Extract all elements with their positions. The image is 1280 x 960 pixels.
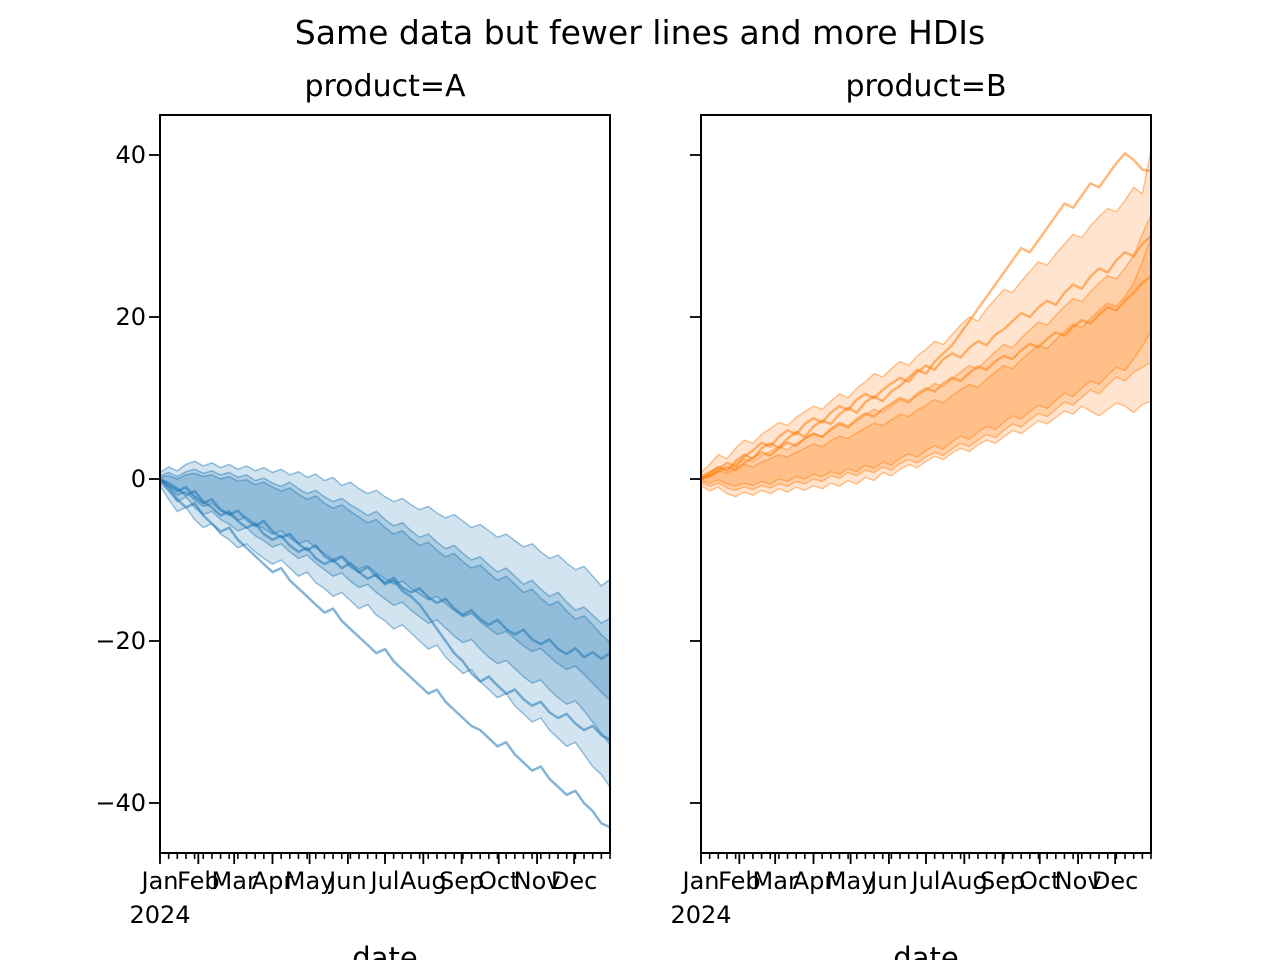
sample-line-1	[701, 152, 1151, 481]
plot-area-b	[690, 114, 1152, 864]
x-tick-label-mar: Mar	[752, 867, 798, 895]
x-axis-label-a: date	[352, 941, 418, 960]
x-tick-label-may: May	[284, 867, 335, 895]
x-tick-label-oct: Oct	[1018, 867, 1061, 895]
x-tick-label-jun: Jun	[870, 867, 908, 895]
x-tick-label-feb: Feb	[177, 867, 220, 895]
x-tick-label-mar: Mar	[211, 867, 257, 895]
x-tick-label-jan: Jan	[682, 867, 720, 895]
x-tick-label-apr: Apr	[251, 867, 294, 895]
hdi-band-outer	[160, 460, 610, 788]
y-tick-label: −20	[95, 627, 146, 655]
plot-area-a	[149, 114, 611, 864]
x-tick-label-feb: Feb	[718, 867, 761, 895]
x-axis-year-label-b: 2024	[670, 901, 732, 929]
hdi-band-inner	[701, 236, 1151, 488]
sample-line-3	[160, 477, 610, 829]
x-tick-label-may: May	[825, 867, 876, 895]
subplot-product-b: product=B 2024 date Jan Feb Mar Apr May Jun Ju…	[670, 69, 1152, 960]
sample-line-2	[160, 477, 610, 742]
sample-line-3	[701, 275, 1151, 481]
x-tick-label-aug: Aug	[940, 867, 988, 895]
x-tick-label-jun: Jun	[329, 867, 367, 895]
subplot-title-a: product=A	[304, 69, 466, 104]
x-tick-label-oct: Oct	[477, 867, 520, 895]
x-tick-label-jul: Jul	[911, 867, 941, 895]
x-tick-label-sep: Sep	[439, 867, 485, 895]
hdi-band-middle	[160, 468, 610, 746]
series-group	[160, 460, 610, 829]
hdi-band-outer	[701, 149, 1151, 498]
y-tick-label: 20	[115, 303, 146, 331]
x-tick-label-jul: Jul	[370, 867, 400, 895]
series-group	[701, 149, 1151, 498]
x-tick-label-nov: Nov	[1054, 867, 1102, 895]
figure-title: Same data but fewer lines and more HDIs	[294, 13, 986, 52]
x-axis-label-b: date	[893, 941, 959, 960]
x-tick-label-jan: Jan	[141, 867, 179, 895]
y-tick-label: 40	[115, 141, 146, 169]
sample-line-2	[701, 234, 1151, 481]
x-tick-label-nov: Nov	[513, 867, 561, 895]
x-tick-label-dec: Dec	[550, 867, 598, 895]
x-tick-label-aug: Aug	[399, 867, 447, 895]
x-axis-year-label-a: 2024	[129, 901, 191, 929]
y-tick-label: −40	[95, 789, 146, 817]
subplot-product-a: product=A 2024 date 40 20 0 −20 −40 Jan Feb Mar…	[95, 69, 611, 960]
subplot-title-b: product=B	[845, 69, 1007, 104]
x-tick-label-sep: Sep	[980, 867, 1026, 895]
x-tick-label-dec: Dec	[1091, 867, 1139, 895]
y-tick-label: 0	[130, 465, 146, 493]
x-tick-label-apr: Apr	[792, 867, 835, 895]
